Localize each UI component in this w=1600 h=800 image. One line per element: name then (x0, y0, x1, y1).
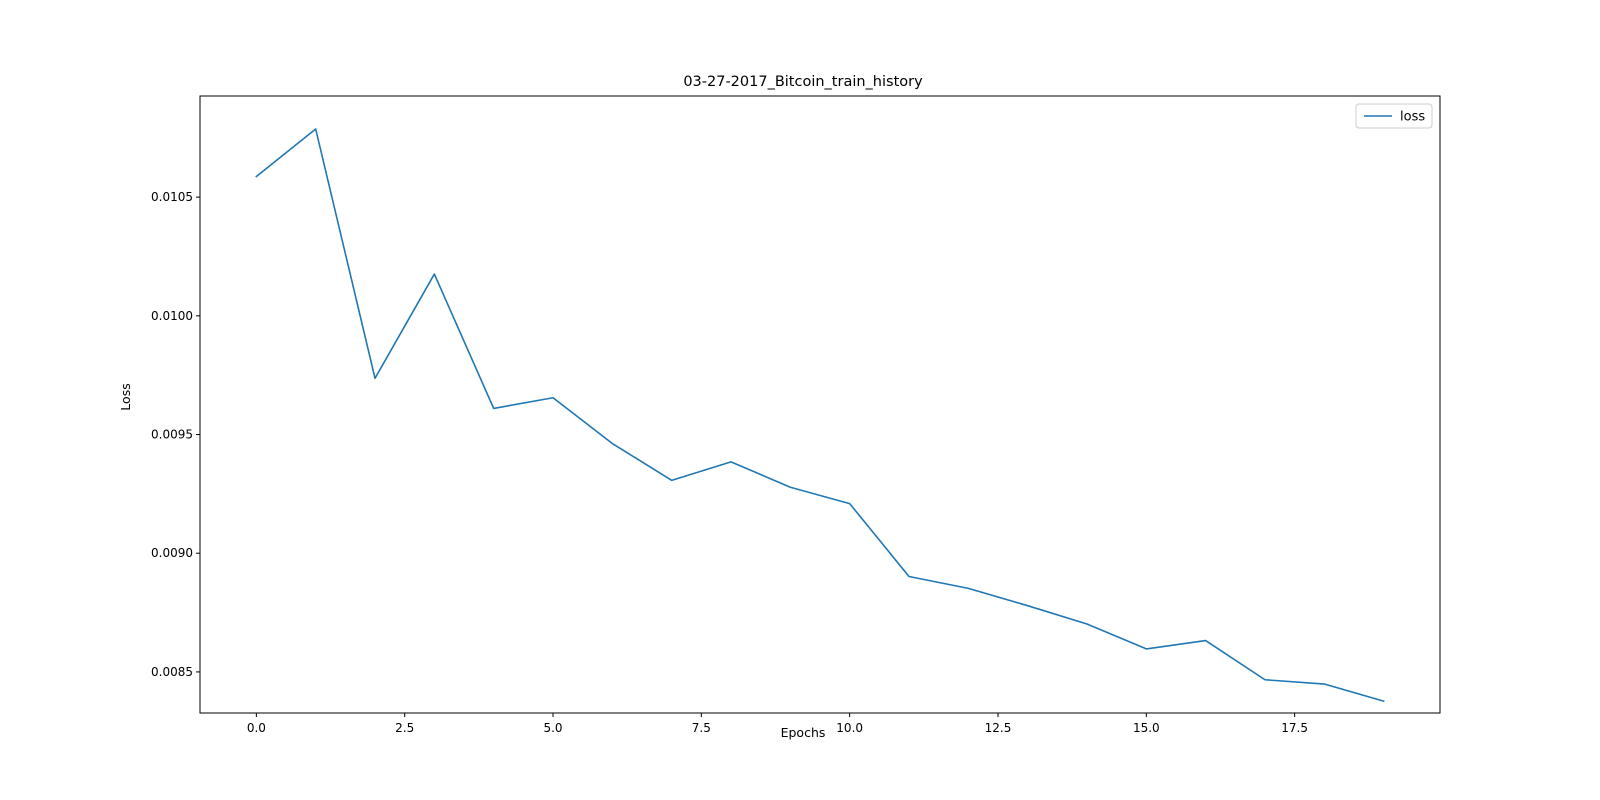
y-tick-label: 0.0095 (151, 428, 193, 442)
x-tick-label: 7.5 (692, 721, 711, 735)
legend-label: loss (1400, 110, 1425, 125)
series-line-loss (255, 128, 1385, 703)
x-tick-label: 10.0 (836, 721, 863, 735)
x-axis-label: Epochs (781, 725, 826, 740)
axes-frame (199, 95, 1441, 714)
legend: loss (1355, 103, 1433, 129)
x-tick-label: 15.0 (1133, 721, 1160, 735)
x-tick-label: 2.5 (395, 721, 414, 735)
x-tick-label: 17.5 (1281, 721, 1308, 735)
y-tick-label: 0.0100 (151, 309, 193, 323)
y-tick-label: 0.0090 (151, 546, 193, 560)
y-axis-label: Loss (118, 383, 133, 410)
plot-area (255, 128, 1385, 703)
x-axis-ticks: 0.0 2.5 5.0 7.5 10.0 12.5 15.0 17.5 (247, 713, 1308, 735)
x-tick-label: 12.5 (985, 721, 1012, 735)
legend-box (1355, 103, 1433, 129)
y-tick-label: 0.0085 (151, 665, 193, 679)
x-tick-label: 0.0 (247, 721, 266, 735)
y-axis-ticks: 0.0085 0.0090 0.0095 0.0100 0.0105 (151, 190, 200, 679)
y-tick-label: 0.0105 (151, 190, 193, 204)
x-tick-label: 5.0 (543, 721, 562, 735)
chart-title: 03-27-2017_Bitcoin_train_history (683, 74, 923, 90)
